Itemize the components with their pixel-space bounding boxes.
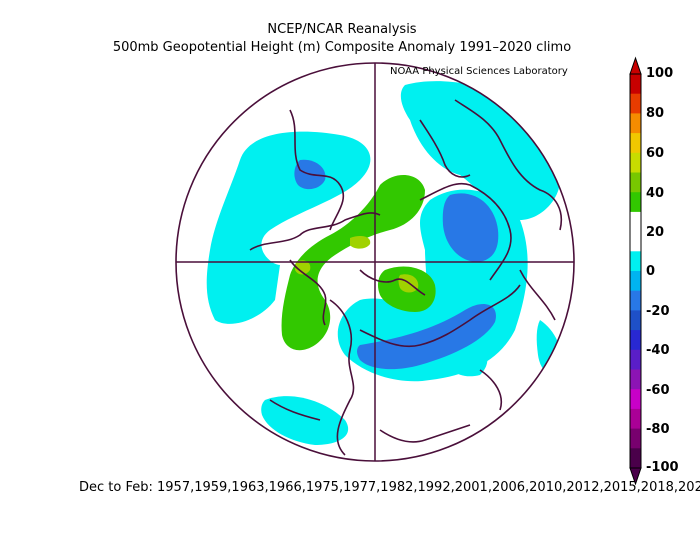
anomaly-negative-southeast [261,396,349,445]
map-border [175,62,575,462]
colorbar-label-minus100: -100 [646,460,679,475]
colorbar [629,56,642,486]
anomaly-positive-arc [281,174,425,351]
colorbar-segment [630,251,641,272]
colorbar-segment [630,310,641,331]
colorbar-label-40: 40 [646,186,665,201]
colorbar-segment [630,271,641,292]
anomaly-negative-europe-edge [536,320,562,375]
colorbar-segment [630,133,641,154]
colorbar-segment [630,211,641,233]
colorbar-segment [630,152,641,173]
colorbar-segment [630,389,641,410]
colorbar-segment [630,231,641,252]
title-line-2: 500mb Geopotential Height (m) Composite … [112,40,572,55]
anomaly-field [206,81,562,445]
composite-years: Dec to Feb: 1957,1959,1963,1966,1975,197… [79,480,700,495]
colorbar-segment [630,74,641,95]
colorbar-segment [630,290,641,311]
colorbar-segment [630,349,641,370]
anomaly-negative-pacific-north [400,81,560,220]
colorbar-segment [630,330,641,351]
title-line-1: NCEP/NCAR Reanalysis [267,22,417,37]
colorbar-label-0: 0 [646,264,656,279]
colorbar-label-80: 80 [646,106,665,121]
colorbar-label-minus20: -20 [646,304,670,319]
colorbar-segment [630,192,641,213]
colorbar-label-100: 100 [646,66,674,81]
colorbar-segment [630,172,641,193]
coastlines [249,99,562,456]
colorbar-segment [630,408,641,430]
anomaly-blue-east [442,193,499,262]
colorbar-label-20: 20 [646,225,665,240]
anomaly-negative-north-america [206,131,371,324]
colorbar-segment [630,93,641,114]
credit-label: NOAA Physical Sciences Laboratory [390,66,568,77]
colorbar-frame [629,73,642,469]
colorbar-segment [630,428,641,449]
colorbar-label-minus80: -80 [646,422,670,437]
colorbar-top-arrow [629,56,642,75]
anomaly-positive-yellow-2 [295,260,311,275]
colorbar-label-60: 60 [646,146,665,161]
anomaly-positive-yellow-1 [350,236,371,249]
colorbar-segment [630,448,641,469]
colorbar-label-minus60: -60 [646,383,670,398]
colorbar-segment [630,369,641,390]
colorbar-label-minus40: -40 [646,343,670,358]
anomaly-blue-west [357,303,496,370]
colorbar-segment [630,113,641,134]
